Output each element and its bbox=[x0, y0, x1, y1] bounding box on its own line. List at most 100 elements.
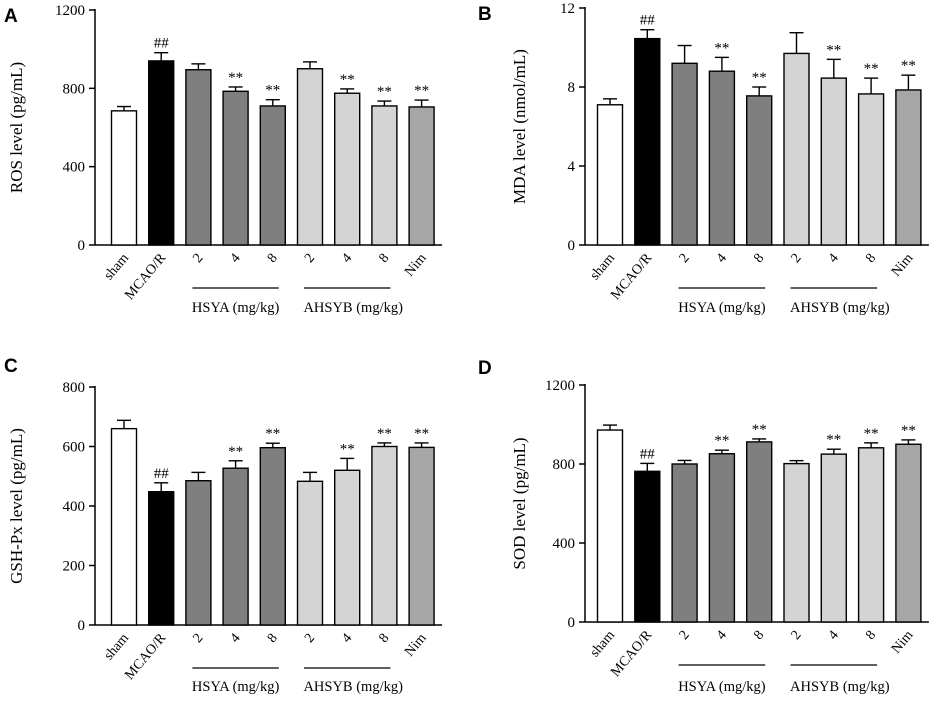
category-label: sham bbox=[102, 251, 133, 283]
panel-letter: A bbox=[4, 6, 18, 27]
bar-6 bbox=[296, 480, 324, 626]
category-label: 8 bbox=[751, 251, 767, 266]
significance-star-label: ** bbox=[752, 70, 767, 86]
significance-star-label: ** bbox=[228, 70, 243, 86]
significance-star-label: ** bbox=[340, 441, 355, 457]
bar-3 bbox=[185, 480, 212, 626]
y-tick-label: 400 bbox=[63, 499, 86, 515]
bar-5 bbox=[746, 95, 773, 246]
y-axis-label: SOD level (pg/mL) bbox=[510, 437, 529, 569]
category-label: sham bbox=[588, 628, 619, 660]
bar-6 bbox=[783, 462, 810, 623]
significance-hash-label: ## bbox=[154, 36, 170, 52]
chart-panel-c: C GSH-Px level (pg/mL) 0 200 400 600 800 sham ##… bbox=[4, 356, 443, 695]
chart-panel-a: A ROS level (pg/mL) 0 400 800 1200 sham ## MCAO/… bbox=[4, 3, 443, 316]
significance-star-label: ** bbox=[901, 423, 916, 439]
bar-1 bbox=[110, 110, 138, 246]
bar-7 bbox=[334, 92, 361, 246]
category-label: 8 bbox=[863, 628, 879, 643]
significance-star-label: ** bbox=[377, 426, 392, 442]
category-label: MCAO/R bbox=[608, 627, 655, 679]
panel-letter: B bbox=[478, 4, 492, 25]
category-label: 8 bbox=[863, 251, 879, 266]
bar-1 bbox=[596, 104, 624, 246]
bar-2 bbox=[147, 60, 175, 246]
bar-4 bbox=[708, 70, 736, 246]
significance-star-label: ** bbox=[377, 84, 392, 100]
bar-5 bbox=[259, 446, 286, 626]
significance-star-label: ** bbox=[265, 426, 280, 442]
y-tick-label: 1200 bbox=[545, 378, 575, 394]
category-label: 8 bbox=[376, 631, 392, 646]
category-label: 2 bbox=[789, 251, 805, 266]
y-axis-label: MDA level (nmol/mL) bbox=[510, 49, 529, 204]
group-label-hsya: HSYA (mg/kg) bbox=[192, 679, 280, 695]
category-label: 2 bbox=[190, 631, 206, 646]
significance-star-label: ** bbox=[752, 422, 767, 438]
bar-6 bbox=[296, 68, 324, 246]
bar-9 bbox=[408, 446, 435, 626]
significance-star-label: ** bbox=[714, 433, 729, 449]
y-tick-label: 600 bbox=[63, 440, 86, 456]
bar-9 bbox=[895, 89, 922, 246]
category-label: 4 bbox=[228, 251, 244, 266]
bar-2 bbox=[634, 37, 661, 246]
y-tick-label: 400 bbox=[553, 536, 576, 552]
y-tick-label: 800 bbox=[553, 457, 576, 473]
y-tick-label: 12 bbox=[560, 1, 575, 17]
category-label: 2 bbox=[190, 251, 206, 266]
bar-7 bbox=[820, 77, 847, 246]
chart-panel-b: B MDA level (nmol/mL) 0 4 8 12 sham ## MCAO/R 2 **… bbox=[478, 1, 929, 316]
bar-9 bbox=[408, 106, 435, 246]
bar-4 bbox=[222, 467, 249, 626]
bar-4 bbox=[708, 453, 736, 623]
significance-star-label: ** bbox=[901, 58, 916, 74]
category-label: 4 bbox=[826, 251, 842, 266]
significance-star-label: ** bbox=[714, 40, 729, 56]
significance-star-label: ** bbox=[864, 426, 879, 442]
y-tick-label: 4 bbox=[568, 159, 576, 175]
category-label: 8 bbox=[376, 251, 392, 266]
bar-4 bbox=[222, 90, 249, 246]
y-tick-label: 0 bbox=[568, 238, 576, 254]
y-tick-label: 1200 bbox=[55, 3, 85, 19]
bar-1 bbox=[596, 429, 624, 623]
category-label: 2 bbox=[302, 631, 318, 646]
group-label-hsya: HSYA (mg/kg) bbox=[678, 679, 766, 695]
group-label-hsya: HSYA (mg/kg) bbox=[192, 300, 280, 316]
y-tick-label: 800 bbox=[63, 81, 86, 97]
category-label: Nim bbox=[889, 251, 917, 280]
bar-2 bbox=[634, 470, 661, 623]
significance-hash-label: ## bbox=[640, 13, 656, 29]
y-tick-label: 200 bbox=[63, 559, 86, 575]
category-label: 4 bbox=[339, 251, 355, 266]
y-tick-label: 0 bbox=[78, 238, 86, 254]
group-label-ahsyb: AHSYB (mg/kg) bbox=[303, 300, 403, 316]
bar-8 bbox=[857, 93, 885, 246]
category-label: MCAO/R bbox=[122, 250, 169, 302]
category-label: 2 bbox=[789, 628, 805, 643]
bar-2 bbox=[147, 491, 175, 626]
group-label-ahsyb: AHSYB (mg/kg) bbox=[303, 679, 403, 695]
bar-1 bbox=[110, 427, 138, 626]
significance-star-label: ** bbox=[265, 83, 280, 99]
panel-letter: C bbox=[4, 356, 18, 377]
significance-star-label: ** bbox=[826, 42, 841, 58]
bar-8 bbox=[371, 445, 398, 626]
y-tick-label: 800 bbox=[63, 380, 86, 396]
y-tick-label: 0 bbox=[78, 618, 86, 634]
y-axis-label: ROS level (pg/mL) bbox=[7, 62, 26, 193]
bar-6 bbox=[783, 52, 810, 246]
bar-5 bbox=[259, 105, 286, 246]
bar-3 bbox=[671, 62, 698, 246]
bar-7 bbox=[334, 469, 361, 626]
panel-letter: D bbox=[478, 358, 492, 379]
y-tick-label: 400 bbox=[63, 160, 86, 176]
significance-hash-label: ## bbox=[154, 466, 170, 482]
y-tick-label: 0 bbox=[568, 615, 576, 631]
y-axis-label: GSH-Px level (pg/mL) bbox=[7, 428, 26, 584]
category-label: sham bbox=[102, 631, 133, 663]
significance-star-label: ** bbox=[414, 426, 429, 442]
category-label: sham bbox=[588, 251, 619, 283]
